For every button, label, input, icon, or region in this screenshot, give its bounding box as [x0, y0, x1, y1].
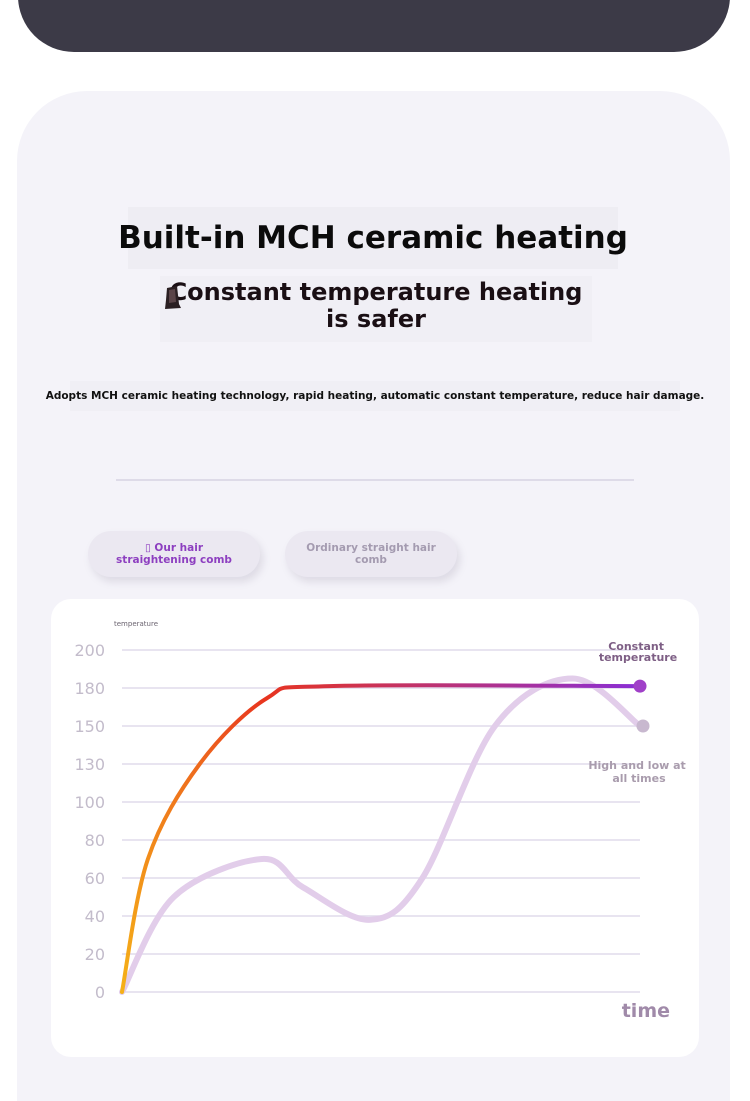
page-subtitle: Constant temperature heating is safer: [169, 278, 583, 333]
y-axis-label: temperature: [114, 620, 158, 628]
y-tick-label: 20: [85, 945, 105, 964]
y-tick-label: 0: [95, 983, 105, 1002]
y-tick-label: 80: [85, 831, 105, 850]
y-tick-label: 130: [74, 755, 105, 774]
tab-our-comb[interactable]: ▯ Our hair straightening comb: [88, 531, 260, 577]
y-tick-label: 150: [74, 717, 105, 736]
description-text: Adopts MCH ceramic heating technology, r…: [45, 390, 705, 402]
y-tick-label: 60: [85, 869, 105, 888]
divider: [116, 479, 634, 481]
tab-ordinary-comb[interactable]: Ordinary straight hair comb: [285, 531, 457, 577]
series-constant-line: [120, 683, 642, 994]
top-banner: [18, 0, 730, 52]
decorative-hair-icon: [165, 286, 181, 309]
page-title: Built-in MCH ceramic heating: [118, 220, 628, 256]
series-variable-end-point: [636, 719, 650, 733]
description-box: Adopts MCH ceramic heating technology, r…: [46, 381, 704, 411]
y-tick-label: 100: [74, 793, 105, 812]
tab-our-comb-label: ▯ Our hair straightening comb: [116, 542, 232, 566]
subtitle-box: Constant temperature heating is safer: [160, 276, 592, 342]
legend-constant-label: Constant temperature: [599, 640, 677, 664]
y-tick-label: 200: [74, 641, 105, 660]
legend-variable-label: High and low at all times: [588, 759, 689, 785]
y-tick-label: 40: [85, 907, 105, 926]
title-box: Built-in MCH ceramic heating: [118, 207, 628, 269]
y-tick-label: 180: [74, 679, 105, 698]
tab-ordinary-comb-label: Ordinary straight hair comb: [306, 542, 436, 566]
x-axis-label: time: [622, 1000, 670, 1022]
series-constant-end-point: [633, 679, 647, 693]
series-variable-line: [119, 675, 643, 995]
